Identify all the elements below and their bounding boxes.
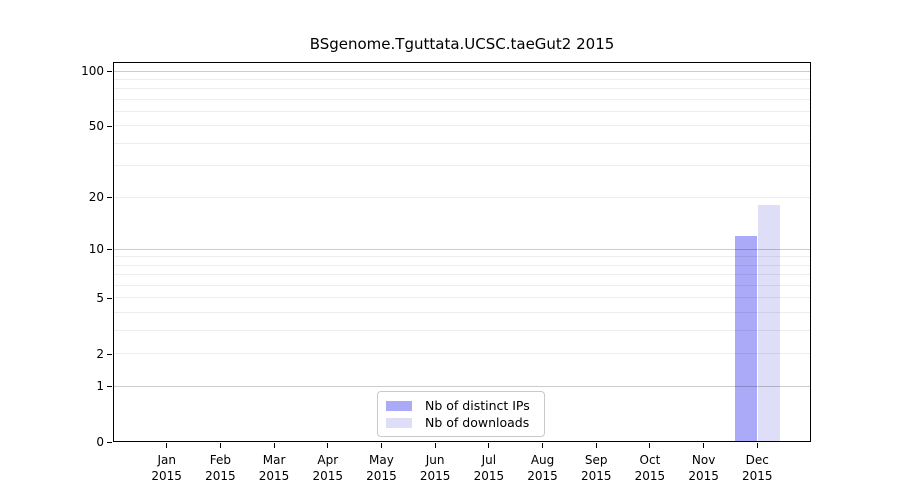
legend-swatch-distinct-ips [386, 400, 412, 411]
x-tick-label: Oct 2015 [634, 453, 666, 483]
y-gridline-major [114, 70, 810, 72]
bar-downloads-dec [758, 205, 781, 442]
legend-label-downloads: Nb of downloads [425, 415, 530, 430]
legend-swatch-downloads [386, 417, 412, 428]
x-tick-mark [434, 443, 436, 448]
x-tick-mark [273, 443, 275, 448]
y-gridline-minor [114, 111, 810, 113]
y-tick-label: 5 [96, 290, 104, 305]
y-gridline-minor [114, 78, 810, 80]
x-tick-mark [649, 443, 651, 448]
y-gridline-minor [114, 88, 810, 90]
x-tick-label: Nov 2015 [688, 453, 719, 483]
x-tick-mark [327, 443, 329, 448]
x-tick-label: May 2015 [366, 453, 397, 483]
x-tick-label: Dec 2015 [742, 453, 773, 483]
x-tick-mark [595, 443, 597, 448]
y-gridline-minor [114, 312, 810, 314]
x-tick-label: Jul 2015 [473, 453, 505, 483]
y-tick-mark [107, 125, 112, 127]
y-gridline-minor [114, 285, 810, 287]
y-gridline-minor [114, 142, 810, 144]
y-tick-mark [107, 249, 112, 251]
y-tick-label: 20 [88, 190, 104, 205]
y-gridline-minor [114, 330, 810, 332]
x-tick-label: Jan 2015 [151, 453, 182, 483]
x-tick-mark [542, 443, 544, 448]
y-tick-label: 0 [96, 435, 104, 449]
x-tick-mark [756, 443, 758, 448]
y-tick-mark [107, 353, 112, 355]
legend: Nb of distinct IPs Nb of downloads [377, 391, 545, 437]
y-tick-mark [107, 442, 112, 443]
x-tick-mark [166, 443, 168, 448]
y-tick-mark [107, 71, 112, 72]
y-tick-label: 50 [88, 118, 104, 133]
y-gridline-minor [114, 196, 810, 198]
y-tick-label: 10 [88, 242, 104, 257]
y-gridline-minor [114, 256, 810, 258]
y-tick-mark [107, 297, 112, 299]
x-tick-mark [488, 443, 490, 448]
y-gridline-major [114, 385, 810, 387]
x-tick-mark [380, 443, 382, 448]
legend-label-distinct-ips: Nb of distinct IPs [425, 398, 530, 413]
y-gridline-minor [114, 125, 810, 127]
x-tick-mark [703, 443, 705, 448]
chart-title: BSgenome.Tguttata.UCSC.taeGut2 2015 [309, 35, 615, 53]
x-tick-mark [219, 443, 221, 448]
y-gridline-major [114, 248, 810, 250]
y-tick-label: 100 [81, 64, 104, 78]
x-tick-label: Sep 2015 [580, 453, 612, 483]
y-gridline-minor [114, 353, 810, 355]
y-tick-mark [107, 197, 112, 199]
y-gridline-minor [114, 98, 810, 100]
x-tick-label: Aug 2015 [527, 453, 558, 483]
y-tick-label: 2 [96, 346, 104, 361]
y-tick-mark [107, 386, 112, 388]
y-gridline-minor [114, 274, 810, 276]
x-tick-label: Mar 2015 [258, 453, 290, 483]
y-gridline-minor [114, 264, 810, 266]
bar-distinct-ips-dec [735, 235, 758, 442]
x-tick-label: Apr 2015 [312, 453, 344, 483]
y-tick-label: 1 [96, 379, 104, 394]
x-tick-label: Jun 2015 [419, 453, 451, 483]
x-tick-label: Feb 2015 [205, 453, 236, 483]
legend-item-downloads: Nb of downloads [386, 414, 536, 431]
plot-area [113, 62, 811, 442]
legend-item-distinct-ips: Nb of distinct IPs [386, 397, 536, 414]
y-gridline-minor [114, 297, 810, 299]
y-gridline-minor [114, 165, 810, 167]
